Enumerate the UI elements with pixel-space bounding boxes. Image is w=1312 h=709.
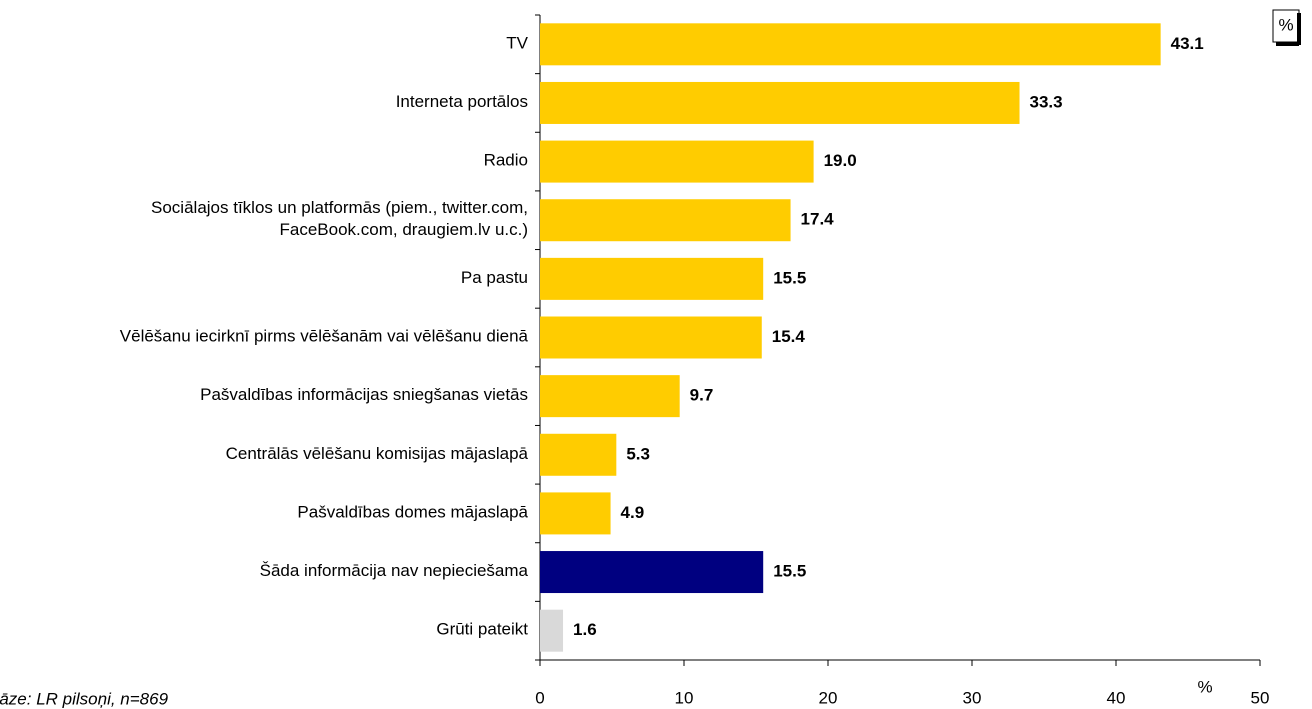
y-tick-label-line: Pašvaldības informācijas sniegšanas viet… <box>200 386 528 405</box>
bar <box>540 199 791 242</box>
unit-box <box>1272 9 1300 43</box>
bar <box>540 81 1020 124</box>
y-tick-label: Pašvaldības informācijas sniegšanas viet… <box>200 386 528 405</box>
y-tick-label: Grūti pateikt <box>436 620 528 639</box>
bar <box>540 257 764 300</box>
y-tick-label-line: Šāda informācija nav nepieciešama <box>260 562 529 581</box>
bar <box>540 23 1161 66</box>
note: Bāze: LR pilsoņi, n=869 <box>0 689 169 708</box>
y-tick-label-line: TV <box>506 34 528 53</box>
y-tick-label: Radio <box>484 151 528 170</box>
y-tick-label-line: Centrālās vēlēšanu komisijas mājaslapā <box>226 444 529 463</box>
x-tick-label: 0 <box>535 688 544 707</box>
x-tick-label: 50 <box>1251 688 1270 707</box>
bar <box>540 433 617 476</box>
y-tick-label-line: Grūti pateikt <box>436 620 528 639</box>
x-axis-label: % <box>1197 677 1212 696</box>
bar <box>540 551 764 594</box>
value-label: 19.0 <box>824 151 857 170</box>
y-tick-label-line: FaceBook.com, draugiem.lv u.c.) <box>280 221 528 240</box>
value-label: 43.1 <box>1171 34 1204 53</box>
x-tick-label: 40 <box>1107 688 1126 707</box>
value-label: 33.3 <box>1030 92 1063 111</box>
y-tick-label: TV <box>506 34 528 53</box>
value-label: 15.5 <box>773 268 806 287</box>
y-tick-label: Pašvaldības domes mājaslapā <box>297 503 528 522</box>
y-tick-label-line: Pašvaldības domes mājaslapā <box>297 503 528 522</box>
x-tick-label: 10 <box>675 688 694 707</box>
bar <box>540 375 680 418</box>
bar <box>540 316 762 359</box>
y-tick-label-line: Vēlēšanu iecirknī pirms vēlēšanām vai vē… <box>120 327 529 346</box>
y-tick-label: Pa pastu <box>461 268 528 287</box>
bar <box>540 140 814 183</box>
y-tick-label: Centrālās vēlēšanu komisijas mājaslapā <box>226 444 529 463</box>
y-tick-label-line: Sociālajos tīklos un platformās (piem., … <box>151 199 528 218</box>
unit-box-label: % <box>1278 15 1293 34</box>
value-label: 1.6 <box>573 620 597 639</box>
y-tick-label: Sociālajos tīklos un platformās (piem., … <box>151 199 528 240</box>
y-tick-label: Vēlēšanu iecirknī pirms vēlēšanām vai vē… <box>120 327 529 346</box>
y-tick-label: Šāda informācija nav nepieciešama <box>260 562 529 581</box>
bar <box>540 492 611 535</box>
value-label: 5.3 <box>626 444 650 463</box>
value-label: 15.4 <box>772 327 806 346</box>
x-tick-label: 20 <box>819 688 838 707</box>
y-tick-label-line: Interneta portālos <box>396 92 528 111</box>
y-tick-label-line: Radio <box>484 151 528 170</box>
x-tick-label: 30 <box>963 688 982 707</box>
value-label: 4.9 <box>621 503 645 522</box>
y-tick-label-line: Pa pastu <box>461 268 528 287</box>
value-label: 15.5 <box>773 562 806 581</box>
value-label: 17.4 <box>801 210 835 229</box>
value-label: 9.7 <box>690 386 714 405</box>
bar <box>540 609 564 652</box>
y-tick-label: Interneta portālos <box>396 92 528 111</box>
